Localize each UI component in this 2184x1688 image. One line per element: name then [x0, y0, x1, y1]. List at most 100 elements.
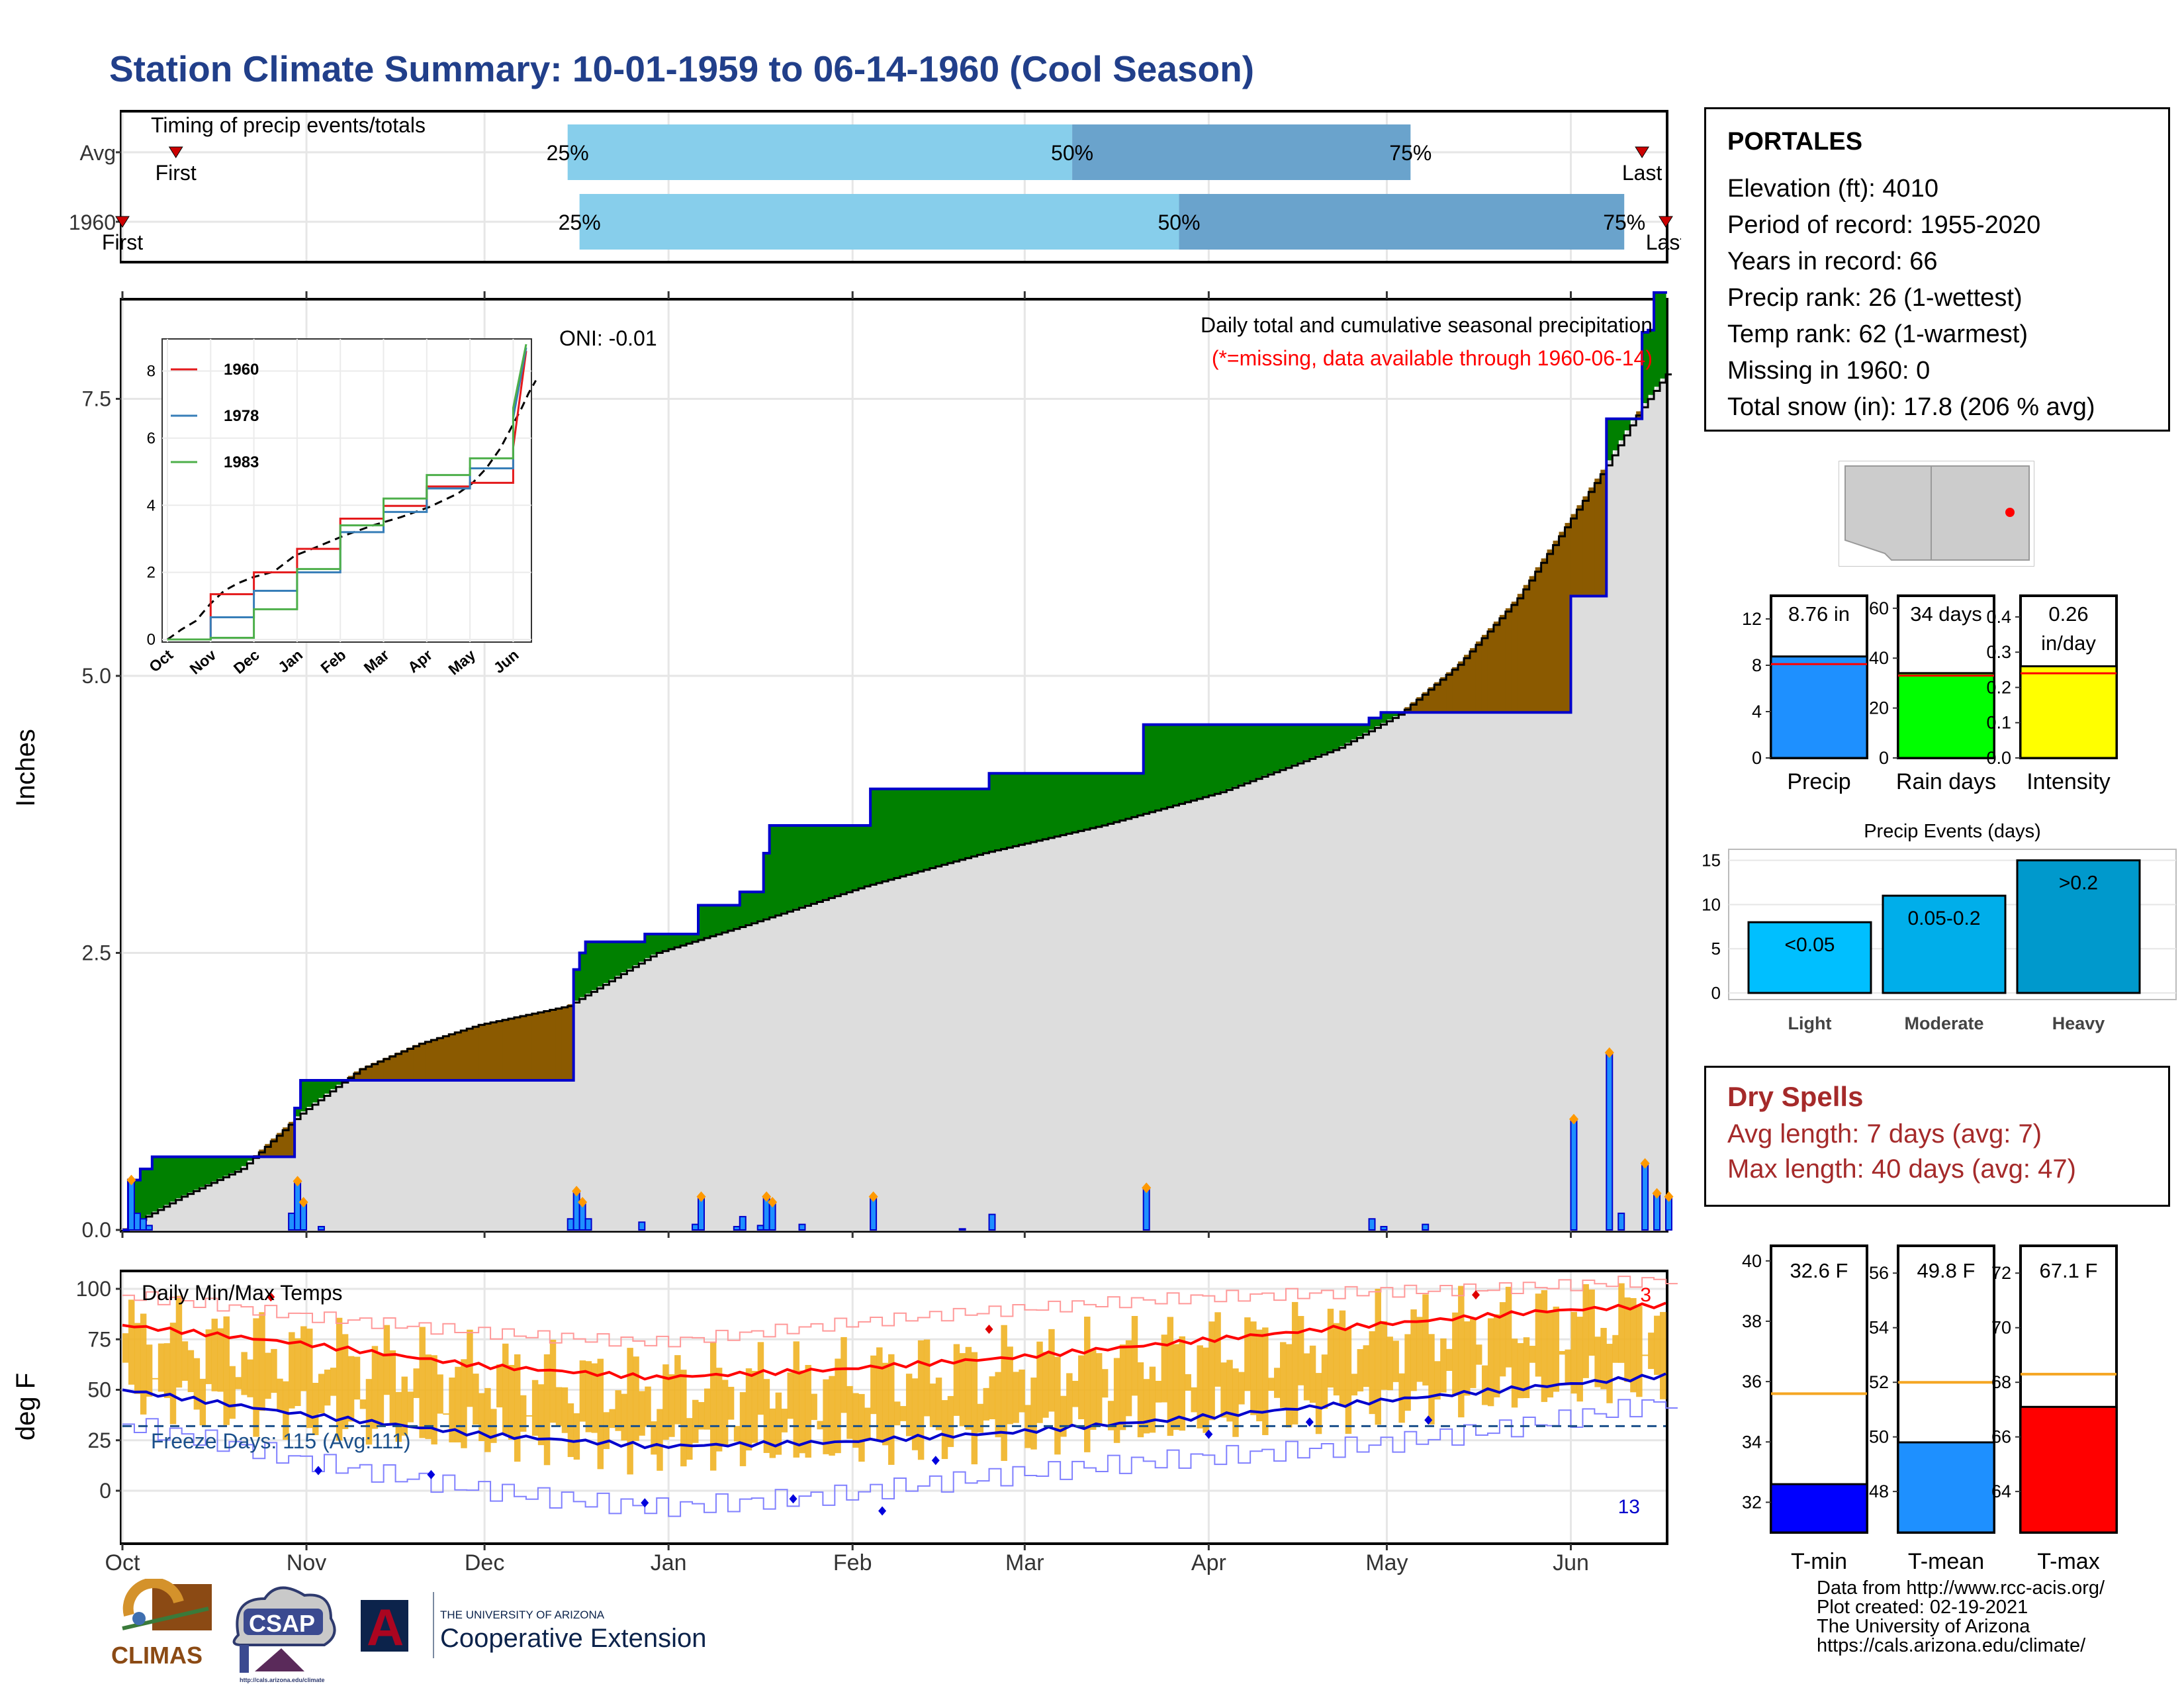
daily-temp-bar: [389, 1350, 396, 1426]
daily-temp-bar: [407, 1391, 414, 1423]
mini-temp-tick-label: 36: [1742, 1372, 1762, 1391]
daily-temp-bar: [169, 1323, 177, 1425]
station-line: Temp rank: 62 (1-warmest): [1727, 320, 2028, 348]
daily-temp-bar: [567, 1403, 574, 1458]
precip-daily-bars: [126, 1047, 1674, 1231]
departure-fill: [829, 825, 835, 898]
dry-spells-title: Dry Spells: [1727, 1081, 1864, 1112]
daily-temp-bar: [1007, 1346, 1013, 1425]
daily-temp-bar: [1327, 1309, 1334, 1388]
daily-precip-bar: [317, 1225, 325, 1231]
daily-temp-bar: [651, 1421, 657, 1455]
departure-fill: [1570, 514, 1578, 596]
daily-temp-bar: [698, 1402, 705, 1430]
month-label: Apr: [1191, 1550, 1226, 1575]
departure-fill: [989, 773, 996, 851]
precip-event-marker: [762, 1191, 772, 1202]
daily-temp-bar: [894, 1401, 901, 1426]
departure-fill: [841, 825, 847, 894]
mini-temp-tick-label: 32: [1742, 1492, 1762, 1512]
departure-fill: [739, 892, 747, 927]
station-line: Elevation (ft): 4010: [1727, 175, 1938, 203]
daily-temp-bar: [1125, 1340, 1132, 1417]
daily-temp-bar: [1624, 1297, 1631, 1382]
daily-temp-bar: [347, 1356, 355, 1422]
daily-temp-bar: [603, 1412, 610, 1450]
departure-fill: [187, 1156, 195, 1193]
departure-fill: [271, 1138, 277, 1157]
daily-temp-bar: [555, 1387, 563, 1427]
precip-caption: Daily total and cumulative seasonal prec…: [1201, 313, 1653, 337]
departure-fill: [1517, 594, 1524, 713]
departure-fill: [1095, 773, 1103, 827]
daily-temp-bar: [1654, 1315, 1661, 1375]
timing-first-marker: [115, 216, 130, 228]
departure-fill: [1612, 418, 1619, 451]
departure-fill: [1422, 692, 1429, 713]
daily-temp-bar: [1256, 1329, 1263, 1422]
mini-precip-tick-label: 0.4: [1986, 607, 2011, 627]
daily-temp-bar: [395, 1391, 402, 1442]
departure-fill: [461, 1029, 467, 1081]
departure-fill: [591, 941, 598, 990]
departure-fill: [1321, 724, 1328, 754]
station-location-dot: [2005, 508, 2015, 517]
departure-fill: [1315, 724, 1322, 756]
record-marker: [267, 1292, 275, 1302]
departure-fill: [852, 825, 859, 890]
departure-fill: [229, 1156, 236, 1174]
departure-fill: [1345, 724, 1352, 743]
daily-temp-bar: [371, 1346, 379, 1429]
inset-series-line: [167, 344, 527, 641]
normal-max-line: [122, 1301, 1666, 1381]
daily-temp-bar: [1309, 1345, 1316, 1403]
departure-fill: [449, 1033, 455, 1081]
departure-fill: [775, 825, 782, 915]
daily-temp-bar: [312, 1382, 319, 1435]
daily-temp-bar: [217, 1328, 224, 1392]
daily-temp-bar: [905, 1374, 913, 1436]
daily-precip-bar: [1422, 1223, 1430, 1231]
daily-temp-bar: [763, 1379, 770, 1453]
departure-fill: [1594, 479, 1601, 596]
departure-fill: [235, 1156, 242, 1171]
daily-temp-bar: [1553, 1306, 1560, 1392]
daily-temp-bar: [757, 1342, 764, 1415]
departure-fill: [1066, 773, 1073, 833]
daily-temp-bar: [158, 1343, 165, 1392]
departure-fill: [265, 1144, 271, 1157]
departure-fill: [621, 941, 627, 972]
departure-fill: [324, 1080, 331, 1094]
departure-fill: [1274, 724, 1281, 771]
mini-precip-tick-label: 0: [1879, 748, 1889, 768]
daily-temp-bar: [858, 1393, 865, 1462]
temp-y-axis-label: deg F: [11, 1373, 40, 1440]
precip-event-marker: [696, 1191, 706, 1202]
university-logo: A THE UNIVERSITY OF ARIZONA Cooperative …: [361, 1592, 706, 1658]
events-tick-label: 15: [1702, 851, 1721, 870]
departure-fill: [1505, 608, 1512, 713]
departure-fill: [692, 934, 699, 941]
daily-temp-bar: [870, 1355, 877, 1415]
events-tick-label: 10: [1702, 894, 1721, 914]
csap-url: http://cals.arizona.edu/climate: [240, 1677, 325, 1683]
daily-temp-bar: [995, 1372, 1001, 1438]
daily-temp-bar: [1600, 1328, 1607, 1389]
precip-event-marker: [298, 1197, 308, 1208]
temp-y-tick-label: 75: [87, 1327, 111, 1351]
month-label: Feb: [833, 1550, 872, 1575]
departure-fill: [1197, 724, 1203, 798]
mini-temp-tick-label: 50: [1869, 1427, 1889, 1447]
departure-fill: [1220, 724, 1227, 792]
record-low-line: [122, 1399, 1678, 1517]
daily-temp-bar: [1078, 1355, 1085, 1419]
departure-fill: [1351, 724, 1358, 740]
daily-precip-bar: [1142, 1187, 1150, 1231]
daily-temp-bar: [1440, 1338, 1447, 1393]
daily-temp-bar: [1214, 1312, 1221, 1387]
mini-precip-tick-label: 0.3: [1986, 642, 2011, 662]
daily-temp-bar: [306, 1329, 313, 1429]
logos: CLIMAS CSAP http://cals.arizona.edu/clim…: [111, 1579, 706, 1683]
daily-temp-bar: [1333, 1323, 1340, 1396]
mini-temp-tick-label: 72: [1991, 1263, 2011, 1283]
